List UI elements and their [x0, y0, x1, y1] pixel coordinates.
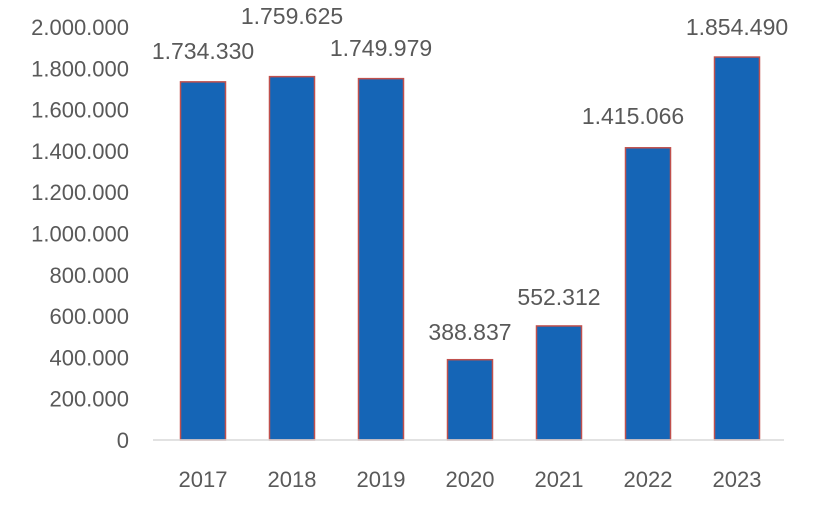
data-label: 1.854.490	[686, 14, 788, 40]
bar-2023	[713, 56, 761, 441]
data-label: 552.312	[517, 284, 600, 310]
x-axis: 2017 2018 2019 2020 2021 2022 2023	[179, 467, 762, 492]
bar-2019	[357, 77, 405, 441]
bar-2018	[268, 75, 316, 441]
y-tick-label: 1.400.000	[31, 139, 129, 164]
y-axis: 0 200.000 400.000 600.000 800.000 1.000.000 1.…	[31, 15, 129, 453]
y-tick-label: 2.000.000	[31, 15, 129, 40]
data-label: 1.749.979	[330, 35, 432, 61]
y-tick-label: 1.200.000	[31, 180, 129, 205]
y-tick-label: 200.000	[49, 387, 129, 412]
x-tick-label: 2020	[446, 467, 495, 492]
bar-2021	[535, 325, 583, 441]
y-tick-label: 1.600.000	[31, 98, 129, 123]
y-tick-label: 1.000.000	[31, 222, 129, 247]
y-tick-label: 400.000	[49, 345, 129, 370]
y-tick-label: 0	[117, 428, 129, 453]
x-tick-label: 2023	[713, 467, 762, 492]
bar-2017	[179, 81, 227, 441]
data-labels: 1.734.330 1.759.625 1.749.979 388.837552.31…	[152, 3, 788, 345]
bar-2020	[446, 358, 494, 441]
x-tick-label: 2017	[179, 467, 228, 492]
data-label: 1.734.330	[152, 38, 254, 64]
data-label: 1.415.066	[582, 103, 684, 129]
y-tick-label: 1.800.000	[31, 56, 129, 81]
x-tick-label: 2018	[268, 467, 317, 492]
bars	[179, 56, 761, 441]
data-label: 1.759.625	[241, 3, 343, 29]
bar-2022	[624, 147, 672, 441]
data-label: 388.837	[428, 319, 511, 345]
x-tick-label: 2019	[357, 467, 406, 492]
x-tick-label: 2022	[624, 467, 673, 492]
x-tick-label: 2021	[535, 467, 584, 492]
y-tick-label: 800.000	[49, 263, 129, 288]
y-tick-label: 600.000	[49, 304, 129, 329]
